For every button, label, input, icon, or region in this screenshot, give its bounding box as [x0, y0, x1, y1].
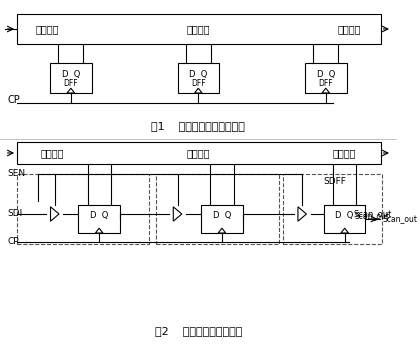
Polygon shape [322, 88, 330, 93]
Text: 数据输出: 数据输出 [333, 148, 357, 158]
Text: 图1    未插入扫描链前的电路: 图1 未插入扫描链前的电路 [151, 121, 245, 131]
FancyBboxPatch shape [178, 63, 219, 93]
Text: 组合电路: 组合电路 [186, 148, 210, 158]
Text: SEN: SEN [8, 170, 26, 178]
Polygon shape [194, 88, 202, 93]
Text: D  Q: D Q [90, 211, 108, 220]
Text: Scan_out: Scan_out [383, 215, 417, 223]
Text: 组合电路: 组合电路 [186, 24, 210, 34]
Text: SDI: SDI [8, 209, 23, 218]
FancyBboxPatch shape [324, 205, 365, 233]
Text: CP: CP [8, 95, 20, 105]
Text: Scan_out: Scan_out [354, 211, 389, 221]
Text: SDFF: SDFF [324, 177, 346, 186]
Text: D  Q: D Q [336, 211, 354, 220]
FancyBboxPatch shape [79, 205, 120, 233]
Polygon shape [173, 207, 182, 221]
Polygon shape [67, 88, 75, 93]
Text: D  Q: D Q [62, 70, 80, 79]
Text: D  Q: D Q [189, 70, 207, 79]
Polygon shape [95, 228, 103, 233]
Text: DFF: DFF [191, 79, 206, 88]
FancyBboxPatch shape [17, 14, 381, 44]
Text: 输入数据: 输入数据 [40, 148, 64, 158]
FancyBboxPatch shape [17, 142, 381, 164]
Text: DFF: DFF [63, 79, 78, 88]
Polygon shape [218, 228, 226, 233]
Text: D  Q: D Q [213, 211, 231, 220]
Text: Scan_out: Scan_out [354, 209, 392, 218]
FancyBboxPatch shape [50, 63, 92, 93]
FancyBboxPatch shape [305, 63, 346, 93]
Text: 数据输出: 数据输出 [338, 24, 361, 34]
Polygon shape [341, 228, 349, 233]
Polygon shape [298, 207, 307, 221]
Text: 图2    插入扫描链后的电路: 图2 插入扫描链后的电路 [155, 326, 242, 336]
Text: CP: CP [8, 238, 19, 246]
FancyBboxPatch shape [201, 205, 243, 233]
Text: D  Q: D Q [317, 70, 335, 79]
Polygon shape [50, 207, 59, 221]
Text: DFF: DFF [318, 79, 333, 88]
Text: 输入数据: 输入数据 [35, 24, 59, 34]
